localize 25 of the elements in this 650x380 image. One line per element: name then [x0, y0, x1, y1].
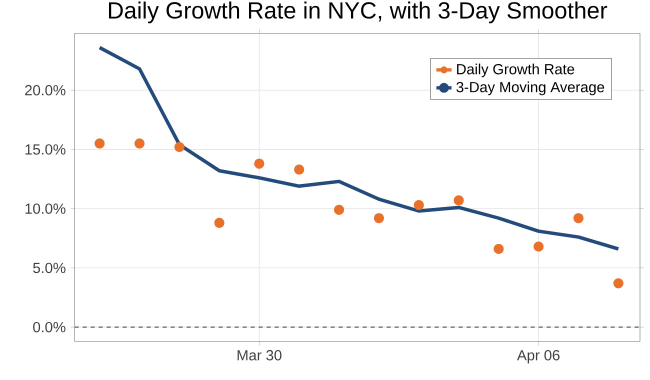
x-tick-label: Apr 06 — [516, 350, 560, 364]
point — [374, 213, 384, 224]
point — [94, 138, 105, 149]
line-series — [98, 46, 620, 251]
point — [494, 244, 504, 254]
point — [414, 200, 424, 210]
point — [214, 218, 224, 228]
legend-label: Daily Growth Rate — [457, 64, 574, 78]
point — [254, 158, 264, 169]
y-tick-label: 15.0% — [25, 144, 66, 155]
y-tick-label: 0.0% — [33, 322, 66, 332]
chart-title: Daily Growth Rate in NYC, with 3-Day Smoother — [108, 2, 608, 24]
point — [134, 138, 145, 149]
point — [534, 241, 544, 252]
y-tick-label: 5.0% — [33, 262, 66, 274]
point — [613, 278, 624, 288]
y-tick-label: 20.0% — [25, 85, 66, 96]
point — [573, 213, 584, 224]
point — [454, 195, 464, 206]
y-tick-label: 10.0% — [25, 203, 66, 214]
point — [334, 204, 344, 215]
point — [294, 164, 304, 175]
x-tick-label: Mar 30 — [238, 350, 282, 360]
legend-label: 3-Day Moving Average — [456, 82, 604, 96]
point — [174, 142, 184, 152]
